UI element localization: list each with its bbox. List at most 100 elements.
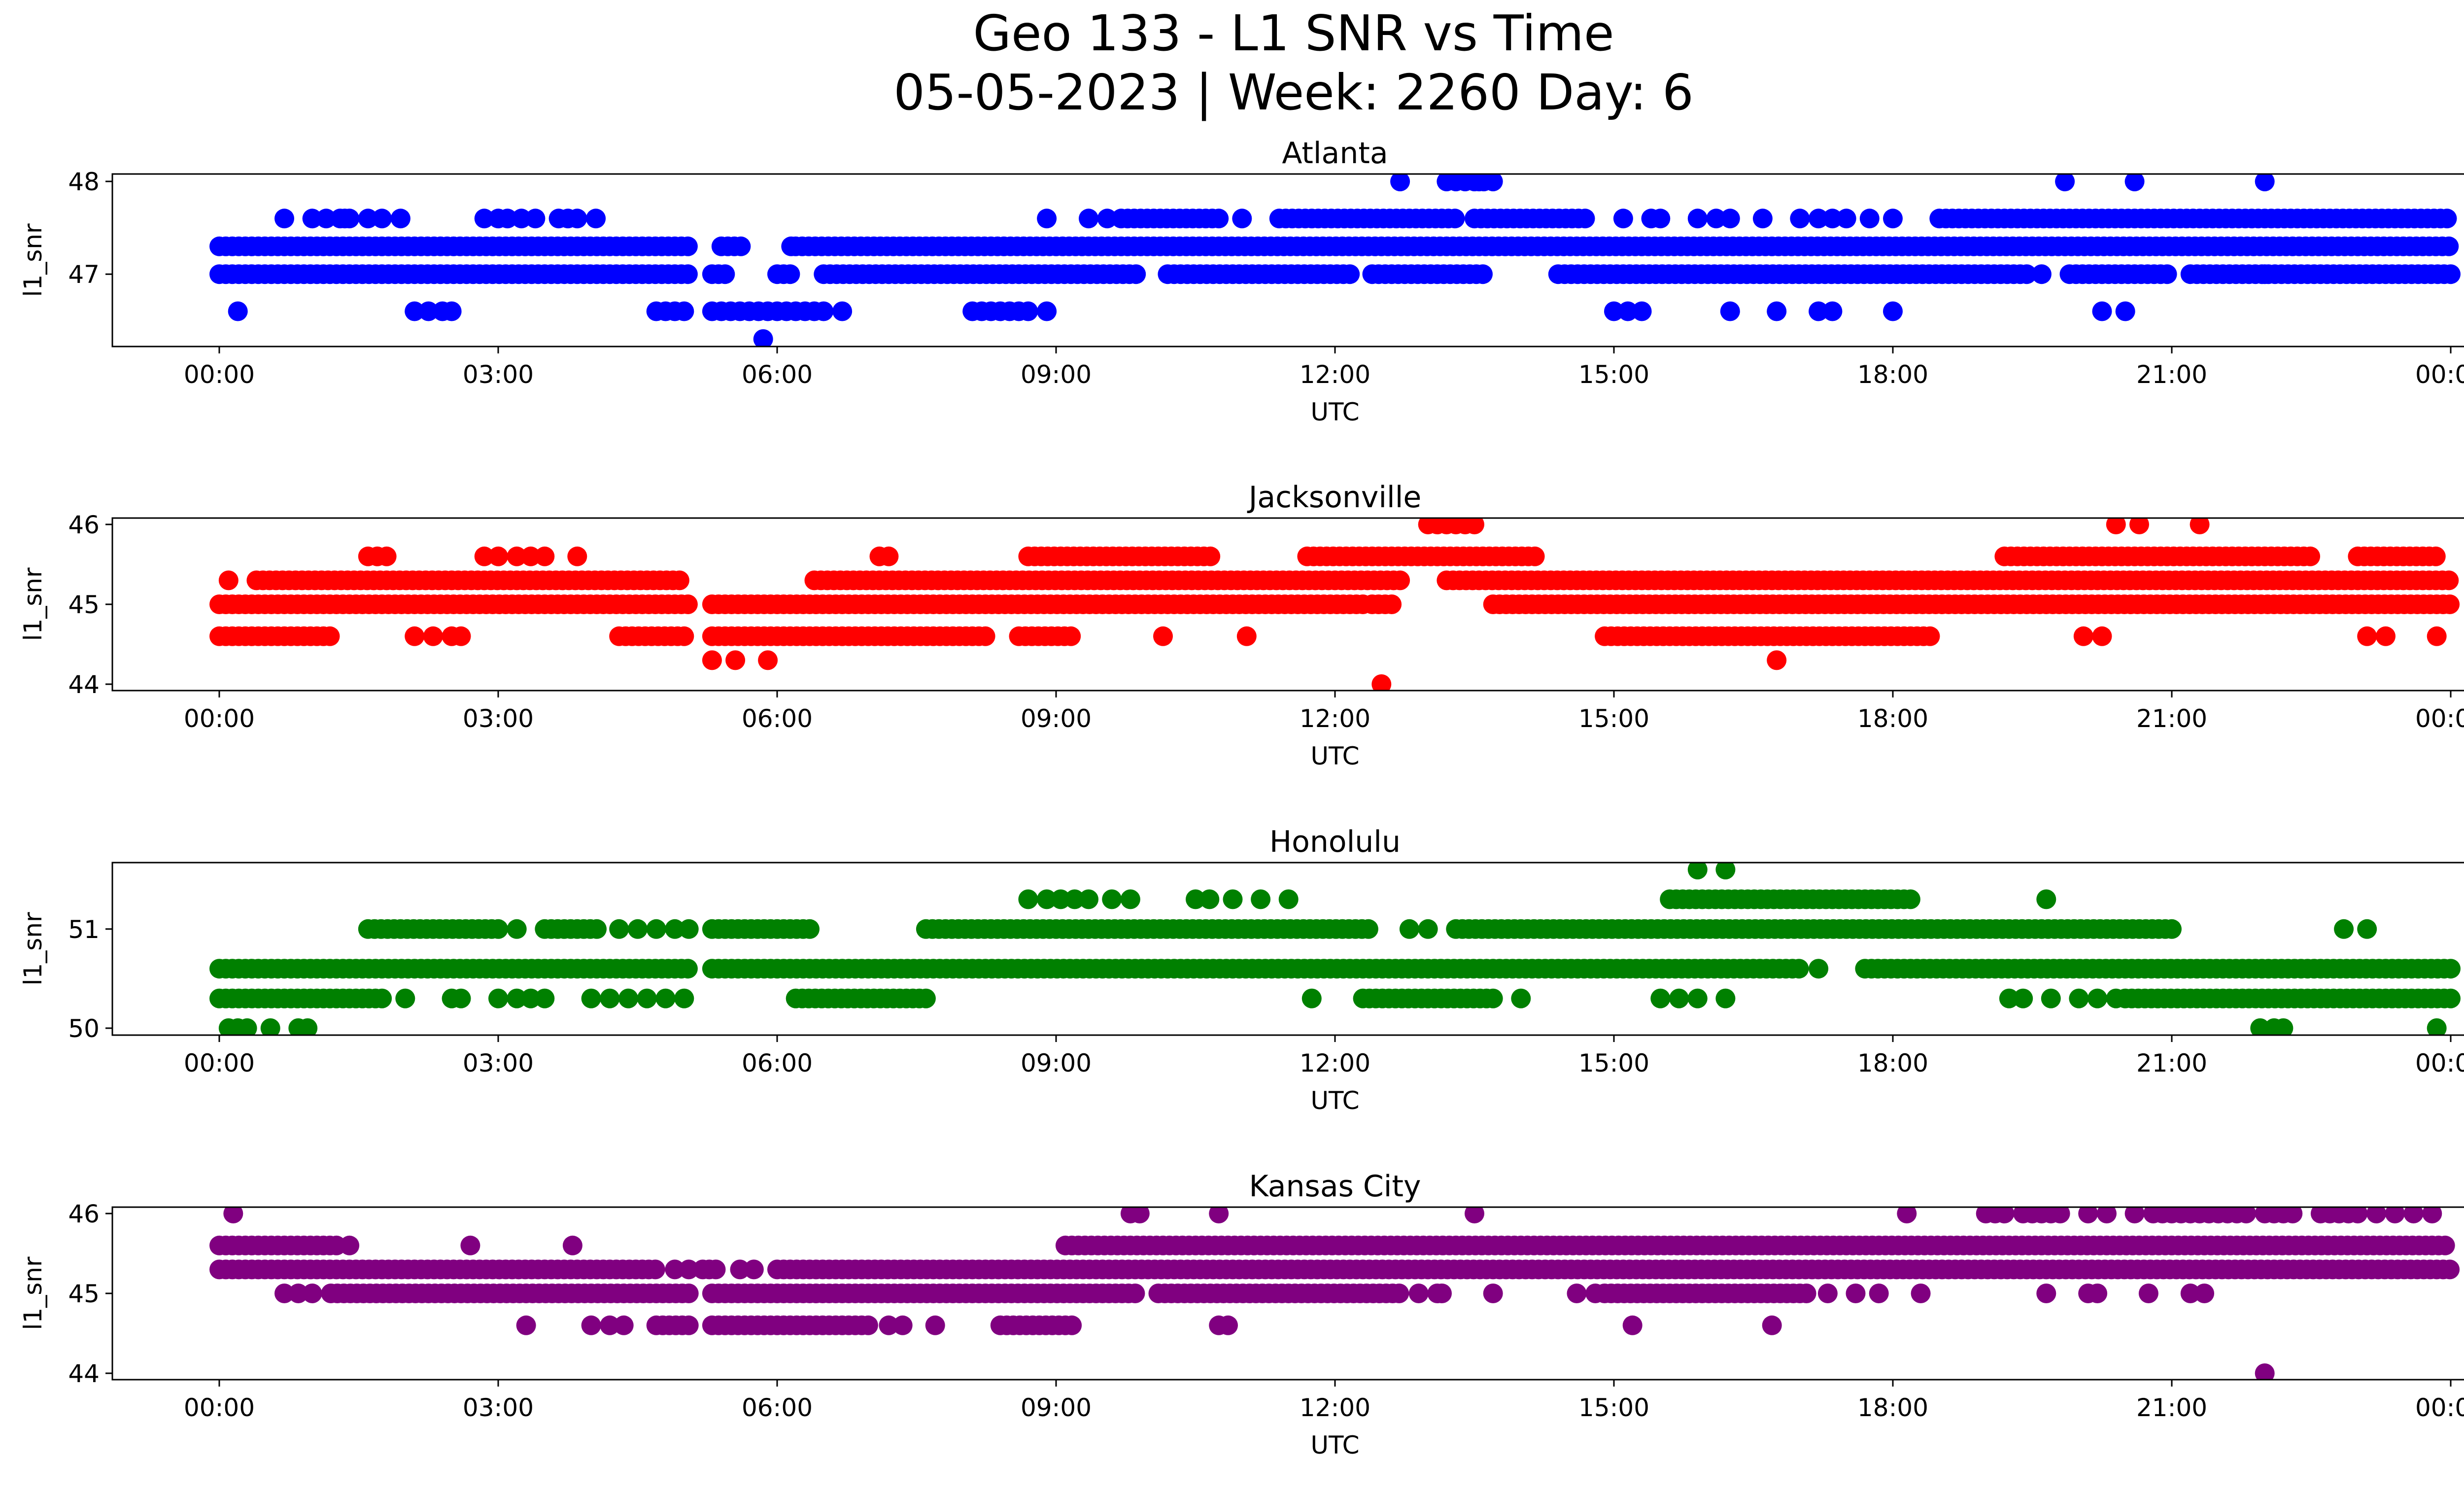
data-point	[1358, 919, 1378, 939]
data-point	[2385, 1207, 2405, 1223]
data-point	[614, 1315, 634, 1335]
data-point	[1037, 209, 1057, 229]
data-point	[581, 1315, 601, 1335]
data-point	[507, 988, 527, 1008]
y-tick-label: 44	[68, 1359, 100, 1388]
data-point	[1340, 264, 1360, 284]
data-point	[2078, 1207, 2098, 1223]
data-point	[507, 919, 527, 939]
x-tick-label: 06:00	[742, 360, 813, 389]
data-point	[2300, 546, 2321, 566]
y-tick-label: 45	[68, 1280, 100, 1308]
subplots: Atlanta 00:00 03:00 06:00 09:00 12:00 15:00 18:…	[19, 136, 2464, 1460]
data-point	[516, 1315, 536, 1335]
data-point	[1883, 301, 1903, 321]
data-point	[925, 1315, 945, 1335]
data-point	[1037, 889, 1057, 909]
data-point	[814, 301, 834, 321]
data-point	[1767, 301, 1787, 321]
data-point	[1920, 626, 1940, 646]
data-point	[1079, 889, 1098, 909]
data-point	[340, 209, 360, 229]
data-point	[2255, 264, 2275, 284]
data-point	[1051, 889, 1071, 909]
data-point	[2180, 1284, 2200, 1303]
data-point	[1650, 988, 1671, 1008]
data-point	[1632, 301, 1652, 321]
data-point	[2088, 1284, 2108, 1303]
data-point	[1186, 889, 1205, 909]
y-axis-label: l1_snr	[19, 223, 47, 297]
data-point	[2115, 301, 2135, 321]
data-point	[628, 919, 648, 939]
data-point	[730, 1259, 750, 1280]
data-point	[674, 626, 694, 646]
scatter-points	[209, 1207, 2460, 1380]
data-point	[1465, 1207, 1484, 1223]
data-point	[2435, 1235, 2455, 1255]
data-point	[1209, 209, 1229, 229]
data-point	[1817, 1284, 1838, 1303]
data-point	[1796, 1284, 1816, 1303]
data-point	[1613, 209, 1633, 229]
data-point	[2441, 988, 2461, 1008]
data-point	[679, 1284, 699, 1303]
data-point	[2036, 889, 2056, 909]
data-point	[879, 546, 899, 566]
data-point	[1251, 889, 1271, 909]
data-point	[521, 988, 541, 1008]
data-point	[567, 209, 587, 229]
data-point	[2422, 1207, 2442, 1223]
data-point	[1301, 988, 1322, 1008]
subplot-title: Kansas City	[1249, 1169, 1421, 1204]
data-point	[1822, 209, 1843, 229]
data-point	[2088, 988, 2108, 1008]
data-point	[1483, 1284, 1503, 1303]
data-point	[1846, 1284, 1866, 1303]
data-point	[1687, 988, 1708, 1008]
data-point	[302, 209, 322, 229]
data-point	[1037, 301, 1057, 321]
data-point	[1687, 863, 1708, 880]
data-point	[1390, 570, 1410, 591]
y-tick-label: 44	[68, 670, 100, 699]
data-point	[1018, 889, 1038, 909]
data-point	[758, 650, 778, 670]
data-point	[665, 919, 685, 939]
x-tick-label: 00:00	[2415, 1049, 2464, 1078]
data-point	[1650, 209, 1671, 229]
x-tick-label: 09:00	[1021, 360, 1092, 389]
data-point	[2439, 570, 2459, 591]
x-tick-label: 12:00	[1300, 1049, 1370, 1078]
subplot-jacksonville: Jacksonville 00:00 03:00 06:00 09:00 12:00 15:…	[19, 480, 2464, 770]
x-tick-label: 00:00	[184, 1393, 255, 1422]
data-point	[451, 626, 471, 646]
data-point	[1585, 1284, 1606, 1303]
data-point	[2334, 919, 2354, 939]
data-point	[1465, 518, 1484, 534]
data-point	[274, 1284, 294, 1303]
data-point	[2440, 594, 2460, 614]
data-point	[2427, 1018, 2447, 1035]
data-point	[2157, 264, 2177, 284]
data-point	[581, 988, 601, 1008]
data-point	[2437, 209, 2457, 229]
x-tick-label: 18:00	[1857, 704, 1928, 733]
data-point	[2403, 1207, 2424, 1223]
data-point	[781, 236, 801, 256]
data-point	[2376, 626, 2396, 646]
data-point	[600, 988, 620, 1008]
data-point	[2426, 546, 2446, 566]
data-point	[1061, 626, 1081, 646]
data-point	[646, 919, 666, 939]
x-tick-label: 21:00	[2136, 1049, 2207, 1078]
data-point	[521, 546, 541, 566]
data-point	[731, 236, 751, 256]
subplot-kansas-city: Kansas City 00:00 03:00 06:00 09:00 12:00 15:0…	[19, 1169, 2464, 1460]
data-point	[460, 1235, 480, 1255]
data-point	[2055, 174, 2075, 192]
figure-title-line-1: Geo 133 - L1 SNR vs Time	[973, 4, 1614, 62]
data-point	[1752, 209, 1773, 229]
data-point	[2441, 264, 2461, 284]
data-point	[832, 301, 853, 321]
